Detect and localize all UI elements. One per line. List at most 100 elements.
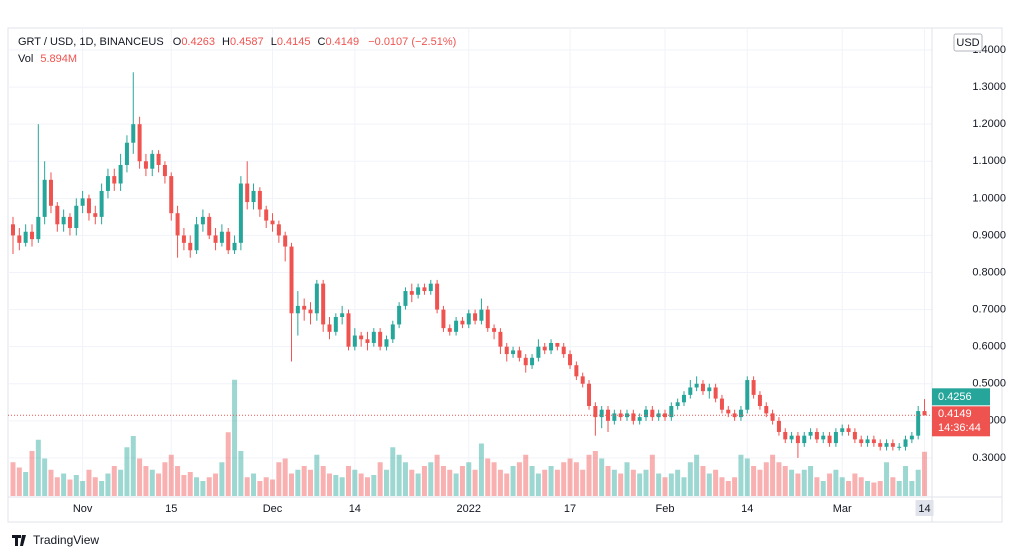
candle-body	[530, 357, 535, 366]
volume-bar	[48, 469, 54, 496]
volume-bar	[111, 466, 117, 496]
volume-bar	[345, 466, 351, 496]
volume-bar	[751, 466, 757, 496]
volume-bar	[289, 473, 295, 496]
volume-bar	[270, 479, 276, 496]
candle-body	[808, 431, 813, 436]
volume-bar	[67, 479, 73, 496]
volume-bar	[656, 473, 662, 496]
candle-body	[213, 235, 218, 243]
candle-body	[99, 190, 104, 217]
volume-bar	[130, 436, 136, 496]
volume-bar	[453, 473, 459, 496]
candle-body	[276, 224, 281, 236]
volume-bar	[238, 451, 244, 496]
volume-bar	[282, 458, 288, 496]
candle-body	[264, 209, 269, 221]
volume-bar	[54, 477, 60, 496]
candle-body	[593, 406, 598, 418]
volume-bar	[858, 477, 864, 496]
candle-body	[378, 331, 383, 347]
candle-body	[827, 435, 832, 444]
h-value: 0.4587	[230, 36, 264, 48]
volume-bar	[149, 469, 155, 496]
volume-bar	[352, 469, 358, 496]
volume-bar	[839, 477, 845, 496]
volume-bar	[599, 458, 605, 496]
candle-body	[384, 339, 389, 347]
volume-bar	[263, 477, 269, 496]
volume-bar	[105, 473, 111, 496]
candle-body	[719, 398, 724, 410]
x-tick-label: 15	[165, 503, 177, 515]
volume-bar	[61, 473, 67, 496]
volume-bar	[168, 454, 174, 496]
volume-bar	[73, 475, 79, 496]
candle-body	[55, 205, 60, 225]
candle-body	[219, 231, 224, 243]
volume-bar	[605, 466, 611, 496]
candle-body	[162, 164, 167, 177]
volume-bar	[668, 473, 674, 496]
candle-body	[542, 346, 547, 351]
candle-body	[295, 305, 300, 314]
candle-body	[80, 198, 85, 206]
candle-body	[612, 413, 617, 421]
volume-bar	[535, 473, 541, 496]
volume-bar	[383, 469, 389, 496]
candle-body	[511, 350, 516, 355]
candle-body	[726, 409, 731, 414]
volume-bar	[770, 454, 776, 496]
candle-body	[11, 224, 15, 236]
candle-body	[580, 376, 585, 384]
currency-box[interactable]	[953, 33, 983, 52]
volume-bar	[206, 477, 212, 496]
legend-line: GRT / USD, 1D, BINANCEUS O0.4263 H0.4587…	[18, 36, 456, 48]
volume-bar	[308, 469, 314, 496]
volume-bar	[472, 469, 478, 496]
y-tick-label: 1.3000	[972, 81, 1006, 93]
y-tick-label: 0.9000	[972, 229, 1006, 241]
volume-bar	[687, 462, 693, 496]
candle-body	[416, 287, 421, 295]
x-tick-label: 17	[564, 503, 576, 515]
c-label: C	[318, 36, 326, 48]
candle-body	[669, 406, 674, 418]
volume-bar	[251, 473, 257, 496]
volume-bar	[194, 477, 200, 496]
candle-body	[169, 176, 174, 214]
volume-bar	[877, 481, 883, 496]
candle-body	[865, 439, 870, 444]
o-label: O	[173, 36, 182, 48]
volume-bar	[795, 473, 801, 496]
volume-bar	[846, 481, 852, 496]
x-tick-label: 2022	[457, 503, 481, 515]
volume-bar	[80, 481, 86, 496]
volume-bar	[523, 454, 529, 496]
volume-bar	[219, 462, 225, 496]
volume-bar	[922, 451, 928, 496]
volume-bar	[504, 473, 510, 496]
candle-body	[517, 350, 522, 358]
volume-bar	[396, 454, 402, 496]
volume-bar	[371, 475, 377, 496]
candle-body	[143, 161, 148, 169]
candle-body	[131, 124, 136, 143]
candle-body	[397, 305, 402, 325]
candle-body	[422, 287, 427, 292]
volume-bar	[694, 454, 700, 496]
candle-body	[694, 383, 699, 388]
currency[interactable]: USD	[956, 37, 979, 49]
volume-bar	[567, 458, 573, 496]
candle-body	[561, 346, 566, 355]
candle-body	[93, 213, 98, 217]
candle-body	[207, 216, 212, 236]
volume-bar	[181, 475, 187, 496]
change: −0.0107 (−2.51%)	[368, 36, 456, 48]
candle-body	[403, 291, 408, 306]
volume-bar	[358, 473, 364, 496]
volume-bar	[339, 477, 345, 496]
volume-bar	[333, 475, 339, 496]
candle-body	[890, 443, 895, 447]
volume-bar	[706, 473, 712, 496]
